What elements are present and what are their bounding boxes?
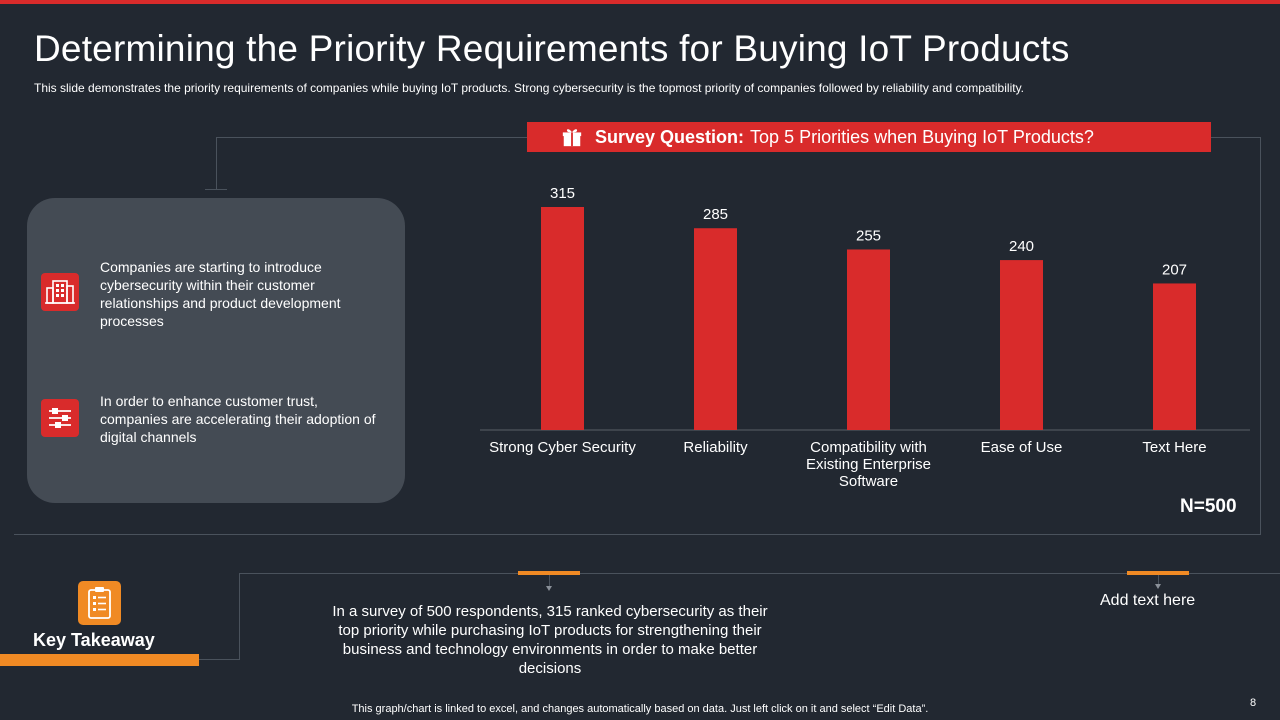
add-text-placeholder[interactable]: Add text here bbox=[1100, 592, 1196, 609]
data-label-2: 285 bbox=[703, 206, 728, 223]
connector-line bbox=[1211, 137, 1260, 138]
survey-question-label: Survey Question: bbox=[595, 126, 745, 147]
slide-subtitle: This slide demonstrates the priority req… bbox=[34, 81, 1025, 95]
sample-size-label: N=500 bbox=[1180, 496, 1237, 517]
category-label-3: Compatibility with Existing Enterprise Sof… bbox=[806, 439, 931, 490]
bar-5 bbox=[1153, 283, 1196, 430]
data-label-4: 240 bbox=[1009, 238, 1034, 255]
data-label-1: 315 bbox=[550, 185, 575, 202]
marker-arrow bbox=[1155, 584, 1161, 589]
data-label-5: 207 bbox=[1162, 261, 1187, 278]
marker-stem bbox=[1158, 575, 1159, 585]
category-label-1: Strong Cyber Security bbox=[489, 439, 636, 456]
section-divider bbox=[14, 534, 1261, 535]
bar-4 bbox=[1000, 260, 1043, 430]
category-label-5: Text Here bbox=[1142, 439, 1206, 456]
sliders-icon bbox=[41, 399, 79, 437]
slide-title: Determining the Priority Requirements fo… bbox=[34, 28, 1070, 69]
key-takeaway-label: Key Takeaway bbox=[33, 630, 155, 650]
key-takeaway-underline bbox=[0, 654, 199, 666]
survey-question-banner: Survey Question: Top 5 Priorities when B… bbox=[527, 122, 1211, 152]
key-takeaway-text: In a survey of 500 respondents, 315 rank… bbox=[332, 603, 768, 677]
bar-3 bbox=[847, 249, 890, 430]
connector-line bbox=[199, 659, 239, 660]
survey-question-text: Top 5 Priorities when Buying IoT Product… bbox=[750, 126, 1094, 147]
bar-2 bbox=[694, 228, 737, 430]
connector-line bbox=[216, 137, 217, 189]
top-accent-bar bbox=[0, 0, 1280, 4]
connector-line bbox=[205, 189, 227, 190]
connector-line bbox=[216, 137, 527, 138]
city-building-icon bbox=[41, 273, 79, 311]
insight-text-1: Companies are starting to introduce cybe… bbox=[100, 259, 341, 329]
takeaway-marker bbox=[518, 571, 580, 575]
category-label-2: Reliability bbox=[683, 439, 748, 456]
marker-stem bbox=[549, 575, 550, 587]
marker-arrow bbox=[546, 586, 552, 591]
data-label-3: 255 bbox=[856, 227, 881, 244]
connector-line bbox=[239, 573, 240, 660]
clipboard-checklist-icon bbox=[78, 581, 121, 625]
priorities-bar-chart[interactable]: 315 Strong Cyber Security 285 Reliability 25… bbox=[470, 170, 1260, 500]
gift-icon bbox=[562, 129, 582, 147]
footer-note: This graph/chart is linked to excel, and… bbox=[351, 703, 929, 715]
connector-line bbox=[1260, 137, 1261, 534]
category-label-4: Ease of Use bbox=[981, 439, 1063, 456]
insights-card bbox=[27, 198, 405, 503]
page-number: 8 bbox=[1250, 697, 1257, 709]
insight-text-2: In order to enhance customer trust, comp… bbox=[100, 393, 376, 445]
connector-line bbox=[239, 573, 1280, 574]
extra-marker bbox=[1127, 571, 1189, 575]
bar-1 bbox=[541, 207, 584, 430]
